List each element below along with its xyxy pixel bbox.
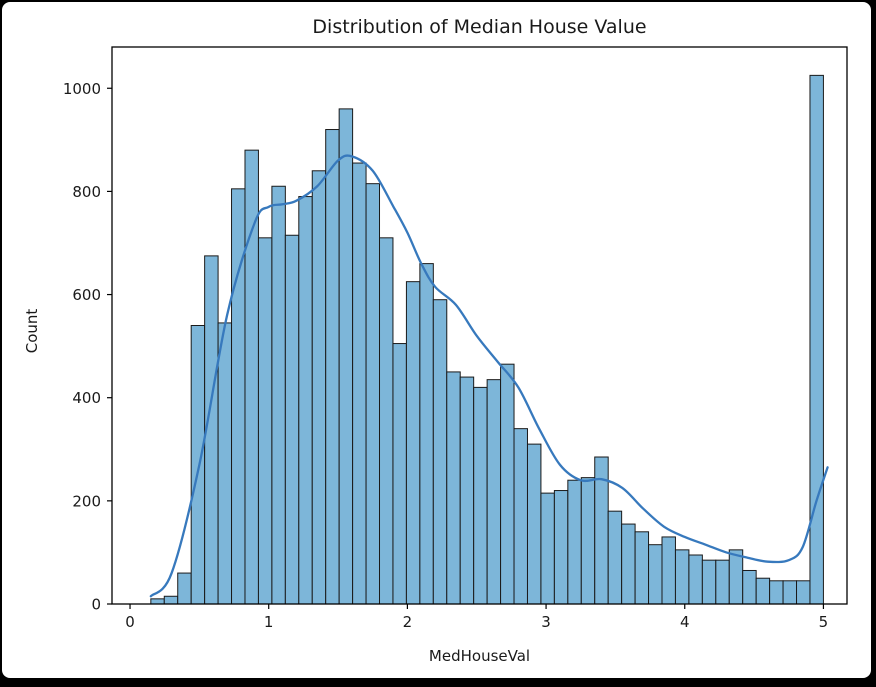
y-tick-label: 400 bbox=[72, 389, 101, 407]
histogram-bar bbox=[379, 237, 394, 605]
histogram-bar bbox=[365, 183, 381, 605]
histogram-bar bbox=[405, 281, 421, 605]
histogram-bar bbox=[755, 577, 771, 605]
histogram-bar bbox=[796, 580, 811, 605]
y-tick-label: 200 bbox=[72, 492, 101, 510]
histogram-bar bbox=[580, 477, 596, 605]
x-tick-label: 0 bbox=[125, 613, 135, 631]
figure: Distribution of Median House Value Count… bbox=[2, 2, 871, 678]
chart-canvas: 0 1 2 3 4 5 0 200 400 600 800 1000 bbox=[63, 46, 848, 631]
chart-title: Distribution of Median House Value bbox=[312, 16, 647, 38]
histogram-bar bbox=[271, 185, 286, 605]
histogram-bar bbox=[648, 544, 663, 605]
x-tick-label: 1 bbox=[264, 613, 274, 631]
histogram-bar bbox=[742, 569, 757, 605]
histogram-bar bbox=[338, 108, 354, 605]
histogram-bar bbox=[284, 234, 300, 605]
histogram-bar bbox=[231, 188, 246, 605]
x-tick-label: 3 bbox=[541, 613, 551, 631]
histogram-bar bbox=[701, 559, 717, 605]
histogram-bar bbox=[177, 572, 192, 605]
histogram-bar bbox=[513, 428, 528, 605]
histogram-bar bbox=[298, 196, 313, 605]
histogram-bar bbox=[567, 479, 582, 605]
histogram-bar bbox=[217, 322, 233, 605]
histogram-bar bbox=[486, 379, 502, 605]
histogram-bar bbox=[782, 580, 798, 605]
histogram-bar bbox=[688, 554, 703, 605]
histogram-bar bbox=[311, 170, 327, 605]
histogram-bar bbox=[674, 549, 690, 605]
plot-frame bbox=[111, 46, 848, 605]
x-tick-label: 5 bbox=[819, 613, 829, 631]
histogram-bar bbox=[446, 371, 461, 605]
histogram-bar bbox=[459, 376, 475, 605]
histogram-bar bbox=[621, 523, 636, 605]
histogram-bar bbox=[809, 74, 824, 605]
x-axis-label: MedHouseVal bbox=[428, 647, 531, 665]
histogram-bar bbox=[634, 531, 650, 605]
kde-curve bbox=[149, 154, 829, 598]
histogram-bar bbox=[728, 549, 744, 605]
x-tick-label: 2 bbox=[403, 613, 413, 631]
y-tick-label: 800 bbox=[72, 183, 101, 201]
y-tick-label: 0 bbox=[91, 596, 101, 614]
histogram-bar bbox=[473, 386, 488, 605]
histogram-bar bbox=[769, 580, 784, 605]
histogram-bar bbox=[419, 263, 434, 605]
histogram-bar bbox=[257, 237, 273, 605]
y-tick-label: 600 bbox=[72, 286, 101, 304]
histogram-bar bbox=[553, 490, 569, 605]
histogram-bar bbox=[526, 443, 542, 605]
histogram-bar bbox=[163, 595, 179, 605]
histogram-bar bbox=[325, 129, 340, 605]
x-tick-label: 4 bbox=[680, 613, 690, 631]
y-tick-label: 1000 bbox=[63, 80, 101, 98]
histogram-bar bbox=[540, 492, 555, 605]
histogram-bar bbox=[607, 510, 623, 605]
histogram-bar bbox=[500, 363, 515, 605]
histogram-bar bbox=[190, 325, 206, 605]
histogram-bar bbox=[150, 598, 165, 605]
histogram-bar bbox=[352, 162, 367, 605]
histogram-bar bbox=[392, 343, 407, 605]
histogram-bar bbox=[715, 559, 730, 605]
histogram-bar bbox=[661, 536, 676, 605]
histogram-bar bbox=[432, 299, 448, 605]
